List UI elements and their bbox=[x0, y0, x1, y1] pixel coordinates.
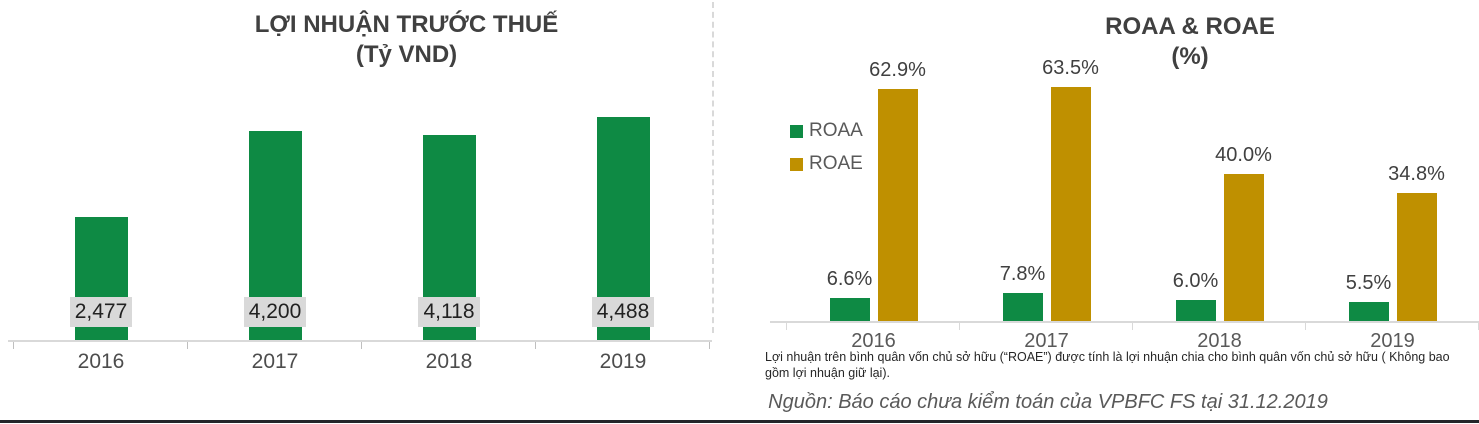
x-axis-line bbox=[8, 340, 712, 342]
x-axis-label-2017: 2017 bbox=[251, 350, 299, 373]
legend-item-roae: ROAE bbox=[790, 153, 863, 175]
x-axis-label-2017: 2017 bbox=[1024, 330, 1069, 352]
chart-category-2019: 4,488 bbox=[536, 101, 710, 341]
bar-roaa bbox=[1175, 300, 1216, 322]
value-label-box: 4,118 bbox=[418, 297, 480, 327]
data-label-roae: 62.9% bbox=[869, 59, 926, 81]
right-chart-title-line1: ROAA & ROAE bbox=[1105, 13, 1275, 40]
axis-tick bbox=[1305, 322, 1306, 330]
data-label-roaa: 5.5% bbox=[1345, 272, 1392, 294]
chart-divider-line bbox=[712, 2, 714, 333]
data-label-roaa: 6.6% bbox=[826, 268, 873, 290]
roaa-roae-chart: ROAA & ROAE (%) ROAA ROAE 6.6% 62.9% 7.8% 6… bbox=[713, 0, 1479, 424]
x-axis-label-2018: 2018 bbox=[1197, 330, 1242, 352]
left-chart-x-axis-labels: 2016 2017 2018 2019 bbox=[14, 350, 710, 374]
axis-tick bbox=[361, 341, 362, 349]
x-axis-label-2018: 2018 bbox=[425, 350, 473, 373]
roae-legend-label: ROAE bbox=[809, 153, 863, 174]
data-label-roae: 40.0% bbox=[1215, 144, 1272, 166]
left-chart-plot-area: 2,477 4,200 4,118 4,488 bbox=[8, 101, 712, 349]
data-label-roae: 34.8% bbox=[1388, 163, 1445, 185]
value-label-box: 4,488 bbox=[592, 297, 654, 327]
chart-category-2018: 6.0% 40.0% bbox=[1133, 70, 1306, 322]
x-axis-label-2019: 2019 bbox=[1370, 330, 1415, 352]
chart-category-2017: 4,200 bbox=[188, 101, 362, 341]
axis-tick bbox=[535, 341, 536, 349]
value-label-box: 2,477 bbox=[70, 297, 132, 327]
axis-tick bbox=[187, 341, 188, 349]
profit-before-tax-chart: LỢI NHUẬN TRƯỚC THUẾ (Tỷ VND) 2,477 4,200… bbox=[0, 0, 713, 424]
roae-footnote: Lợi nhuận trên bình quân vốn chủ sở hữu … bbox=[765, 350, 1450, 381]
x-axis-line bbox=[770, 321, 1479, 323]
right-chart-title-line2: (%) bbox=[1171, 43, 1209, 70]
roaa-legend-label: ROAA bbox=[809, 120, 863, 141]
axis-tick bbox=[959, 322, 960, 330]
source-note: Nguồn: Báo cáo chưa kiểm toán của VPBFC … bbox=[768, 391, 1328, 413]
left-chart-title-line2: (Tỷ VND) bbox=[355, 41, 458, 68]
right-chart-title: ROAA & ROAE (%) bbox=[905, 12, 1475, 72]
slide-footer-line bbox=[0, 420, 1479, 423]
chart-category-2017: 7.8% 63.5% bbox=[960, 57, 1133, 322]
roae-legend-marker-icon bbox=[790, 157, 803, 171]
chart-category-2016: 2,477 bbox=[14, 101, 188, 341]
x-axis-label-2016: 2016 bbox=[77, 350, 125, 373]
x-axis-label-2019: 2019 bbox=[599, 350, 647, 373]
chart-legend: ROAA ROAE bbox=[790, 120, 863, 186]
axis-tick bbox=[786, 322, 787, 330]
chart-category-2019: 5.5% 34.8% bbox=[1306, 70, 1479, 322]
legend-item-roaa: ROAA bbox=[790, 120, 863, 142]
bar-roaa bbox=[1348, 302, 1389, 322]
value-label-box: 4,200 bbox=[244, 297, 306, 327]
bar-roae bbox=[1223, 174, 1264, 322]
bar-roaa bbox=[1002, 293, 1043, 322]
axis-tick bbox=[13, 341, 14, 349]
bar-roae bbox=[1396, 193, 1437, 322]
left-chart-title: LỢI NHUẬN TRƯỚC THUẾ (Tỷ VND) bbox=[100, 10, 713, 70]
data-label-roae: 63.5% bbox=[1042, 57, 1099, 79]
chart-category-2016: 6.6% 62.9% bbox=[787, 59, 960, 322]
bar-roae bbox=[1050, 87, 1091, 322]
data-label-roaa: 6.0% bbox=[1172, 270, 1219, 292]
bar-roae bbox=[877, 89, 918, 322]
right-chart-plot-area: 6.6% 62.9% 7.8% 63.5% 6.0% 40.0% 5.5% 34.8% bbox=[770, 57, 1479, 330]
axis-tick bbox=[709, 341, 710, 349]
data-label-roaa: 7.8% bbox=[999, 263, 1046, 285]
bar-roaa bbox=[829, 298, 870, 322]
chart-category-2018: 4,118 bbox=[362, 101, 536, 341]
left-chart-title-line1: LỢI NHUẬN TRƯỚC THUẾ bbox=[254, 11, 559, 38]
axis-tick bbox=[1132, 322, 1133, 330]
roaa-legend-marker-icon bbox=[790, 124, 803, 138]
x-axis-label-2016: 2016 bbox=[851, 330, 896, 352]
right-chart-x-axis-labels: 2016 2017 2018 2019 bbox=[787, 330, 1479, 353]
